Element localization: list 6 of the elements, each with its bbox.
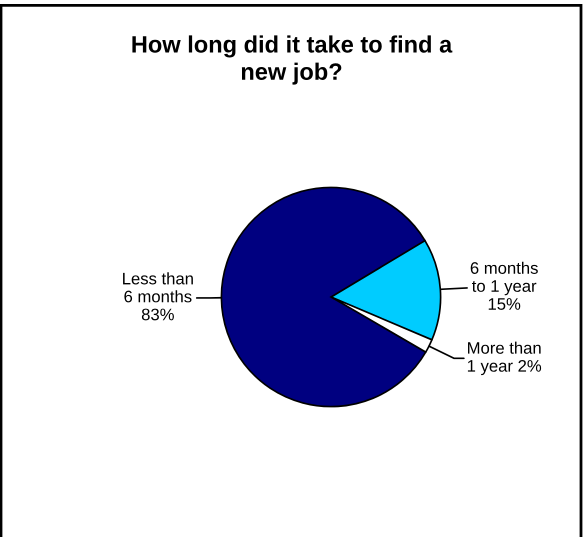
data-label: 15% <box>488 298 520 310</box>
slice-label: Less than 6 months <box>123 272 193 302</box>
slice-label: More than 1 year 2% <box>468 342 542 376</box>
chart-title: How long did it take to find a new job? <box>132 35 452 85</box>
slice-label: 6 months to 1 year <box>470 262 538 296</box>
data-label: 83% <box>142 308 174 320</box>
